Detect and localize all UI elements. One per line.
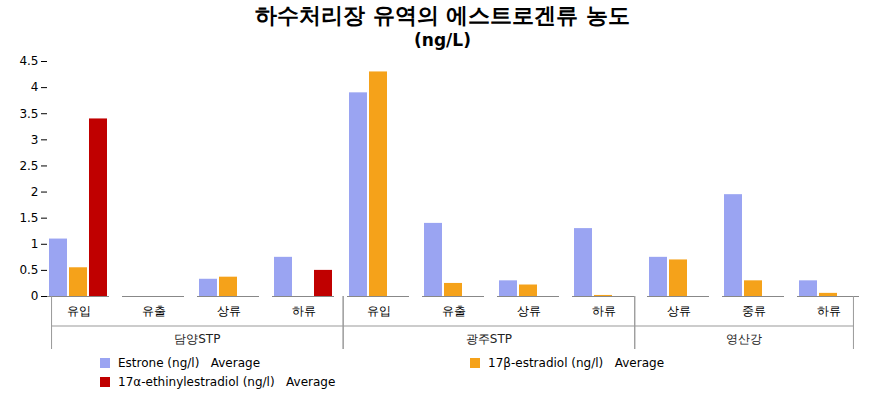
svg-text:광주STP: 광주STP (466, 332, 512, 346)
svg-text:4: 4 (31, 80, 39, 94)
svg-text:유입: 유입 (67, 304, 91, 318)
svg-text:유입: 유입 (367, 304, 391, 318)
svg-text:4.5: 4.5 (19, 54, 38, 68)
svg-text:1.5: 1.5 (19, 211, 38, 225)
svg-text:유출: 유출 (142, 304, 166, 318)
svg-text:0: 0 (31, 289, 39, 303)
svg-text:3.5: 3.5 (19, 107, 38, 121)
svg-text:하류: 하류 (817, 304, 841, 318)
svg-text:상류: 상류 (517, 304, 541, 318)
svg-text:3: 3 (31, 133, 39, 147)
html-text:(ng/L): (ng/L) (414, 30, 471, 50)
svg-text:영산강: 영산강 (726, 332, 762, 346)
html-text:17α-ethinylestradiol (ng/l) Av: 17α-ethinylestradiol (ng/l) Average (118, 374, 336, 389)
svg-text:0.5: 0.5 (19, 263, 38, 277)
svg-text:2: 2 (31, 185, 39, 199)
svg-text:상류: 상류 (217, 304, 241, 318)
svg-text:하류: 하류 (592, 304, 616, 318)
svg-text:1: 1 (31, 237, 39, 251)
html-text:하수처리장 유역의 에스트로겐류 농도: 하수처리장 유역의 에스트로겐류 농도 (255, 3, 630, 28)
svg-text:하류: 하류 (292, 304, 316, 318)
svg-text:2.5: 2.5 (19, 159, 38, 173)
html-text:Estrone (ng/l) Average: Estrone (ng/l) Average (118, 355, 260, 370)
svg-text:중류: 중류 (742, 304, 766, 318)
html-text:17β-estradiol (ng/l) Average: 17β-estradiol (ng/l) Average (488, 355, 664, 370)
svg-text:상류: 상류 (667, 304, 691, 318)
svg-text:유출: 유출 (442, 304, 466, 318)
svg-text:담양STP: 담양STP (174, 332, 220, 346)
